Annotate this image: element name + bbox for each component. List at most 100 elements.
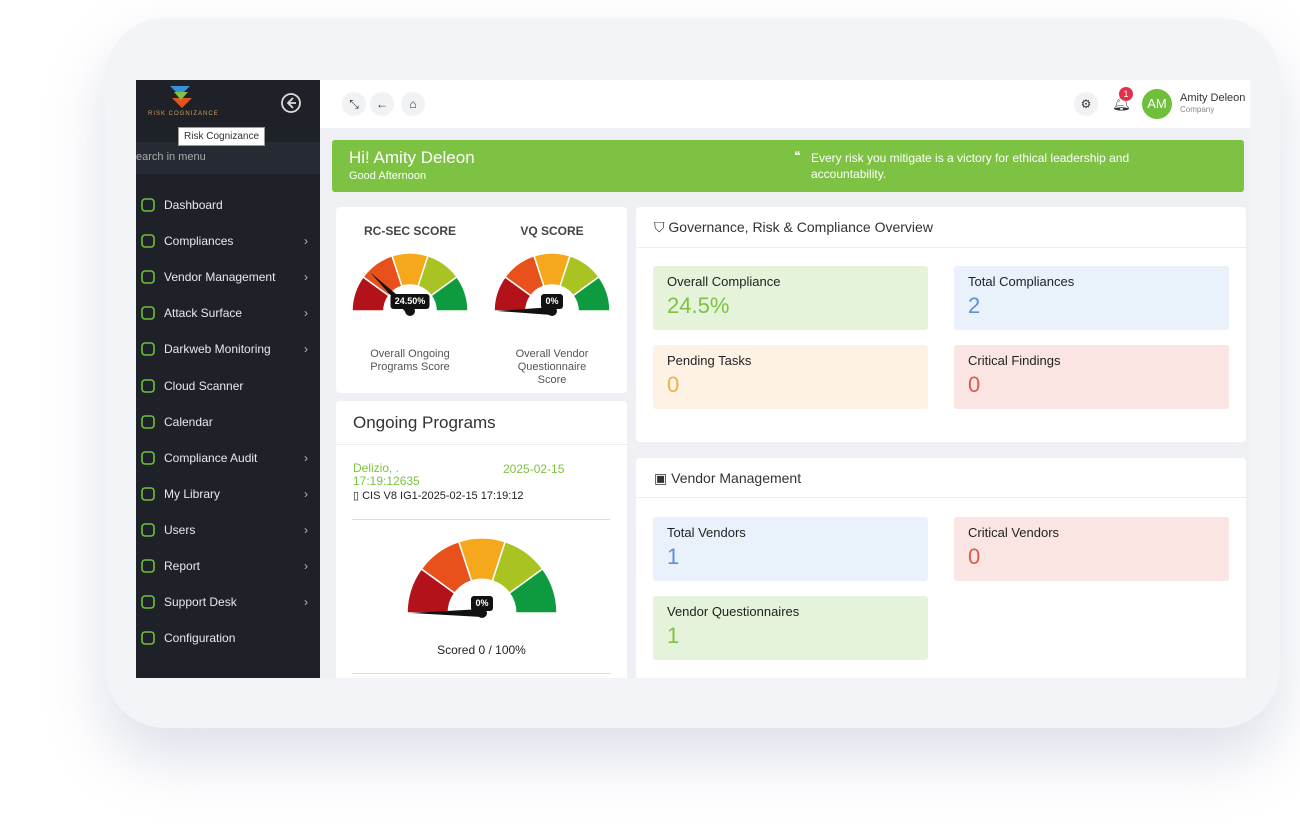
home-button[interactable]: ⌂ (401, 92, 425, 116)
menu-icon (141, 270, 155, 284)
menu-icon (141, 450, 155, 465)
menu-item[interactable]: Darkweb Monitoring › (136, 334, 320, 364)
panel-title: ▣ Vendor Management (654, 470, 802, 486)
gauge-segment (430, 275, 469, 312)
menu-label: Configuration (164, 631, 236, 646)
menu-item[interactable]: Report › (136, 551, 320, 581)
settings-button[interactable]: ⚙ (1074, 92, 1098, 116)
menu-label: Report (164, 559, 201, 573)
icon-shape (141, 486, 155, 501)
submenu-chevron: › (304, 595, 308, 610)
icon-shape (141, 631, 155, 645)
icon-shape (141, 414, 155, 429)
menu-item[interactable]: Dashboard (136, 190, 320, 220)
score-caption: Overall Vendor Questionnaire Score (515, 348, 589, 386)
gauge: 24.50% (351, 252, 469, 316)
divider (636, 247, 1246, 248)
tile-value: 2 (968, 293, 981, 318)
menu-item[interactable]: Attack Surface › (136, 298, 320, 328)
menu-item[interactable]: Cloud Scanner (136, 371, 320, 401)
menu-label: Cloud Scanner (164, 378, 244, 393)
tile-label: Total Vendors (667, 525, 746, 540)
tile-value: 24.5% (667, 293, 730, 318)
menu-label: Dashboard (164, 198, 223, 212)
quote: Every risk you mitigate is a victory for… (811, 151, 1130, 181)
fullscreen-button[interactable]: ⤡ (342, 92, 366, 116)
back-button[interactable]: ← (370, 92, 394, 116)
greeting-subtitle: Good Afternoon (349, 170, 427, 182)
menu-item[interactable]: Support Desk › (136, 587, 320, 617)
topbar: ⤡ ← ⌂ ⚙ 🔔︎ 1 AM Amity Deleon Company (320, 80, 1250, 128)
panel-title-text: Governance, Risk & Compliance Overview (668, 219, 933, 235)
score-caption: Overall Ongoing Programs Score (370, 348, 450, 373)
gauge-segment (572, 275, 611, 312)
submenu-chevron: › (304, 450, 308, 465)
menu-label: Support Desk (164, 595, 237, 610)
tile-value: 0 (667, 372, 680, 397)
score-title: VQ SCORE (520, 224, 584, 238)
panel-title: ⛉ Governance, Risk & Compliance Overview (654, 219, 933, 235)
divider (352, 673, 610, 674)
stat-tile: Critical Findings 0 (954, 345, 1229, 409)
tooltip: Risk Cognizance (178, 127, 266, 146)
menu-item[interactable]: Calendar (136, 407, 320, 437)
gauge-label-box (541, 294, 563, 309)
menu-icon (141, 198, 155, 212)
quote-mark: ❝ (794, 149, 801, 163)
menu-label: Users (164, 522, 196, 537)
menu-item[interactable]: My Library › (136, 479, 320, 509)
menu-item[interactable]: Users › (136, 515, 320, 545)
submenu-chevron: › (304, 522, 308, 537)
gauge-label-box (390, 294, 430, 309)
avatar[interactable]: AM (1142, 89, 1172, 119)
gauge-label-box (471, 596, 493, 611)
tile-value: 0 (968, 372, 981, 397)
menu-item[interactable]: Vendor Management › (136, 262, 320, 292)
submenu-chevron: › (304, 342, 308, 357)
ongoing-programs-card: Ongoing Programs Delizio, . 17:19:12635 … (336, 401, 627, 678)
notification-badge: 1 (1119, 87, 1133, 101)
menu-label: Compliances (164, 234, 234, 249)
tile-label: Critical Findings (968, 353, 1061, 368)
icon-shape (141, 234, 155, 248)
collapse-button[interactable] (280, 92, 302, 114)
divider (636, 497, 1246, 498)
score-title: RC-SEC SCORE (363, 224, 456, 238)
vendor-panel: ▣ Vendor Management Total Vendors 1 Critic… (636, 458, 1246, 678)
logo-text: RISK COGNIZANCE (148, 111, 219, 117)
menu-item[interactable]: Configuration (136, 623, 320, 653)
card-title: Ongoing Programs (353, 413, 496, 432)
icon-shape (141, 595, 155, 609)
sidebar: RISK COGNIZANCE earch in menu Dashboard C… (136, 80, 320, 678)
program-date: 2025-02-15 (503, 462, 565, 476)
menu-search[interactable]: earch in menu (136, 142, 320, 174)
icon-shape (141, 342, 155, 357)
user-name: Amity Deleon (1180, 92, 1246, 104)
assessment-name: CIS V8 IG1-2025-02-15 17:19:12 (362, 490, 524, 502)
tile-value: 0 (968, 544, 981, 569)
stat-tile: Overall Compliance 24.5% (653, 266, 928, 330)
divider (352, 519, 610, 520)
icon-shape (141, 270, 155, 284)
stat-tile: Total Compliances 2 (954, 266, 1229, 330)
panel-title-text: Vendor Management (671, 470, 802, 486)
submenu-chevron: › (304, 486, 308, 501)
tile-label: Overall Compliance (667, 274, 781, 289)
stat-tile: Total Vendors 1 (653, 517, 928, 581)
tile-label: Critical Vendors (968, 525, 1060, 540)
stat-tile: Critical Vendors 0 (954, 517, 1229, 581)
menu-label: Darkweb Monitoring (164, 342, 271, 357)
program-name[interactable]: Delizio, . 17:19:12635 (353, 461, 420, 488)
menu-item[interactable]: Compliances › (136, 226, 320, 256)
score-text: Scored 0 / 100% (437, 643, 526, 657)
icon-shape (141, 523, 155, 537)
gauge-label: 24.50% (395, 296, 426, 306)
menu-icon (141, 378, 155, 393)
tile-label: Pending Tasks (667, 353, 752, 368)
menu-label: Vendor Management (164, 270, 276, 285)
menu-icon (141, 595, 155, 609)
menu-item[interactable]: Compliance Audit › (136, 443, 320, 473)
icon-shape (141, 378, 155, 393)
gauge-label: 0% (475, 598, 488, 608)
